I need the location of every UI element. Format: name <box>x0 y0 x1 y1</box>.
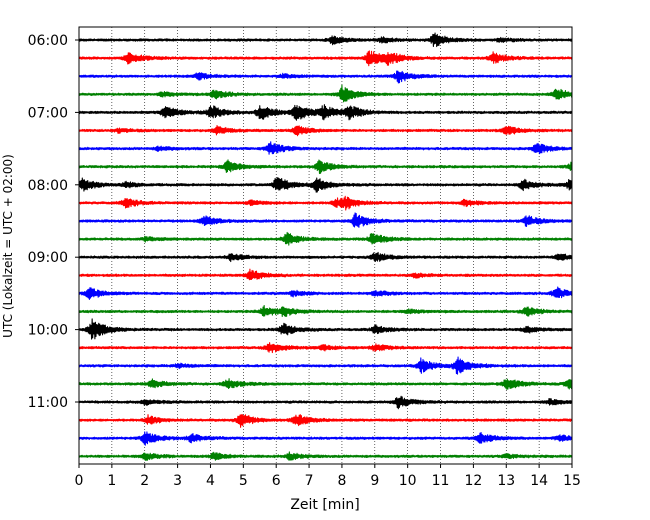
y-tick-label-0: 06:00 <box>28 33 68 49</box>
x-tick-label-1: 1 <box>107 473 116 489</box>
y-tick-label-3: 09:00 <box>28 250 68 266</box>
x-tick-label-14: 14 <box>530 473 548 489</box>
x-tick-label-15: 15 <box>563 473 581 489</box>
trace-10:30 <box>78 356 573 375</box>
trace-09:45 <box>78 304 573 318</box>
trace-08:30 <box>78 212 573 228</box>
trace-10:45 <box>78 378 573 390</box>
plot-background <box>79 27 572 464</box>
plot-frame <box>78 26 573 465</box>
trace-06:45 <box>78 84 573 103</box>
trace-08:15 <box>78 195 573 211</box>
trace-11:15 <box>78 414 573 428</box>
x-axis-title: Zeit [min] <box>290 497 359 513</box>
trace-10:00 <box>78 318 573 340</box>
x-tick-label-12: 12 <box>464 473 482 489</box>
y-tick-label-5: 11:00 <box>28 395 68 411</box>
trace-11:30 <box>78 431 573 446</box>
y-tick-label-1: 07:00 <box>28 105 68 121</box>
trace-10:15 <box>78 342 573 354</box>
x-tick-label-0: 0 <box>75 473 84 489</box>
x-tick-label-13: 13 <box>497 473 515 489</box>
trace-06:30 <box>78 70 573 84</box>
trace-11:45 <box>78 451 573 461</box>
x-tick-label-2: 2 <box>140 473 149 489</box>
x-tick-label-9: 9 <box>370 473 379 489</box>
x-tick-label-8: 8 <box>337 473 346 489</box>
trace-07:00 <box>78 104 573 121</box>
x-tick-label-4: 4 <box>206 473 215 489</box>
trace-07:45 <box>78 159 573 175</box>
x-tick-label-3: 3 <box>173 473 182 489</box>
trace-08:45 <box>78 231 573 246</box>
x-axis: 0 1 2 3 4 5 6 7 8 9 10 11 12 13 14 15 <box>75 464 581 489</box>
trace-07:30 <box>78 141 573 155</box>
trace-08:00 <box>78 177 573 193</box>
y-axis: 06:00 07:00 08:00 09:00 10:00 11:00 <box>28 33 79 411</box>
x-tick-label-7: 7 <box>305 473 314 489</box>
y-axis-title: UTC (Lokalzeit = UTC + 02:00) <box>1 154 15 338</box>
x-tick-label-5: 5 <box>239 473 248 489</box>
trace-06:00 <box>78 32 573 48</box>
x-tick-label-11: 11 <box>432 473 450 489</box>
y-tick-label-4: 10:00 <box>28 323 68 339</box>
trace-07:15 <box>78 124 573 137</box>
x-tick-label-10: 10 <box>399 473 417 489</box>
trace-09:15 <box>78 268 573 281</box>
trace-group <box>78 32 573 461</box>
y-tick-label-2: 08:00 <box>28 178 68 194</box>
trace-09:30 <box>78 286 573 300</box>
trace-11:00 <box>78 395 573 410</box>
trace-06:15 <box>78 50 573 67</box>
trace-09:00 <box>78 251 573 263</box>
x-tick-label-6: 6 <box>272 473 281 489</box>
